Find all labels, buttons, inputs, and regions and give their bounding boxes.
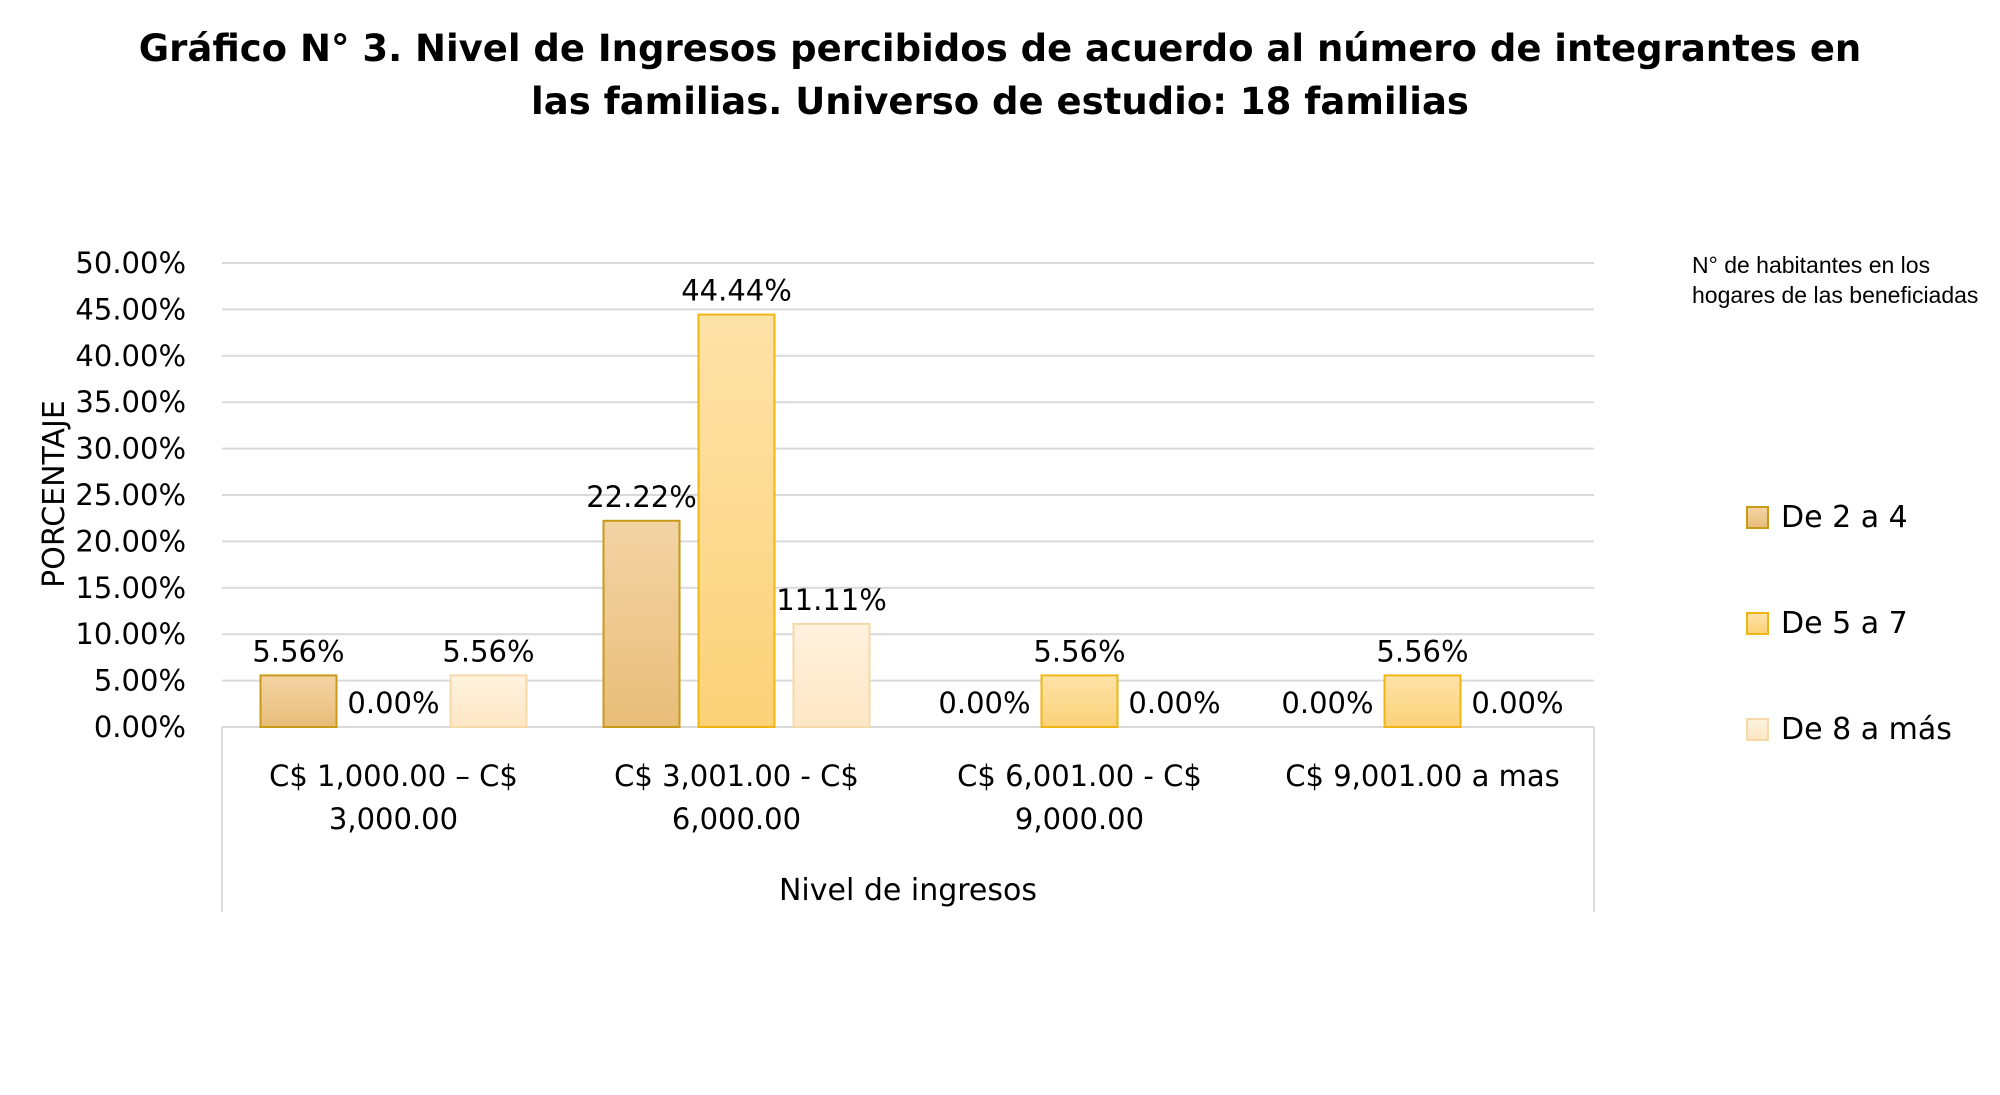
x-tick-label: C$ 6,001.00 - C$	[957, 759, 1202, 793]
data-label: 44.44%	[681, 274, 792, 308]
bar	[449, 674, 528, 728]
chart-title-line-1: Gráfico N° 3. Nivel de Ingresos percibid…	[138, 27, 1862, 70]
y-axis-title: PORCENTAJE	[37, 400, 72, 588]
legend-label: De 2 a 4	[1781, 500, 1908, 535]
bar	[1383, 674, 1462, 728]
x-tick-label: C$ 9,001.00 a mas	[1285, 759, 1559, 793]
data-label: 0.00%	[1471, 686, 1563, 720]
data-label: 0.00%	[938, 686, 1030, 720]
bar	[259, 674, 338, 728]
y-tick-label: 25.00%	[75, 478, 186, 512]
legend-item: De 8 a más	[1746, 712, 1952, 747]
legend-item: De 2 a 4	[1746, 500, 1908, 535]
x-axis-title: Nivel de ingresos	[779, 873, 1037, 908]
x-tick-label: 9,000.00	[1015, 802, 1144, 836]
bar	[1040, 674, 1119, 728]
data-label: 5.56%	[1376, 634, 1468, 668]
y-tick-label: 10.00%	[75, 617, 186, 651]
y-tick-label: 40.00%	[75, 339, 186, 373]
legend-label: De 5 a 7	[1781, 606, 1908, 641]
x-tick-label: 3,000.00	[329, 802, 458, 836]
chart-title: Gráfico N° 3. Nivel de Ingresos percibid…	[0, 22, 2000, 128]
y-tick-label: 5.00%	[94, 664, 186, 698]
legend-swatch	[1746, 612, 1769, 635]
y-tick-label: 45.00%	[75, 292, 186, 326]
y-tick-label: 0.00%	[94, 710, 186, 744]
y-tick-label: 30.00%	[75, 432, 186, 466]
data-label: 0.00%	[1281, 686, 1373, 720]
legend-swatch	[1746, 506, 1769, 529]
legend-label: De 8 a más	[1781, 712, 1952, 747]
bar	[792, 622, 871, 728]
x-tick-label: C$ 3,001.00 - C$	[614, 759, 859, 793]
data-label: 5.56%	[442, 634, 534, 668]
data-label: 22.22%	[586, 480, 697, 514]
data-label: 5.56%	[252, 634, 344, 668]
legend-title: N° de habitantes en los hogares de las b…	[1692, 252, 1979, 308]
y-tick-label: 20.00%	[75, 524, 186, 558]
legend-item: De 5 a 7	[1746, 606, 1908, 641]
y-tick-label: 35.00%	[75, 385, 186, 419]
data-label: 5.56%	[1033, 634, 1125, 668]
legend-swatch	[1746, 718, 1769, 741]
x-tick-label: 6,000.00	[672, 802, 801, 836]
data-label: 11.11%	[776, 583, 887, 617]
chart-title-line-2: las familias. Universo de estudio: 18 fa…	[531, 80, 1469, 123]
data-label: 0.00%	[347, 686, 439, 720]
data-label: 0.00%	[1128, 686, 1220, 720]
y-tick-label: 50.00%	[75, 246, 186, 280]
bar	[602, 519, 681, 728]
x-tick-label: C$ 1,000.00 – C$	[269, 759, 518, 793]
y-tick-label: 15.00%	[75, 571, 186, 605]
bar	[697, 313, 776, 728]
